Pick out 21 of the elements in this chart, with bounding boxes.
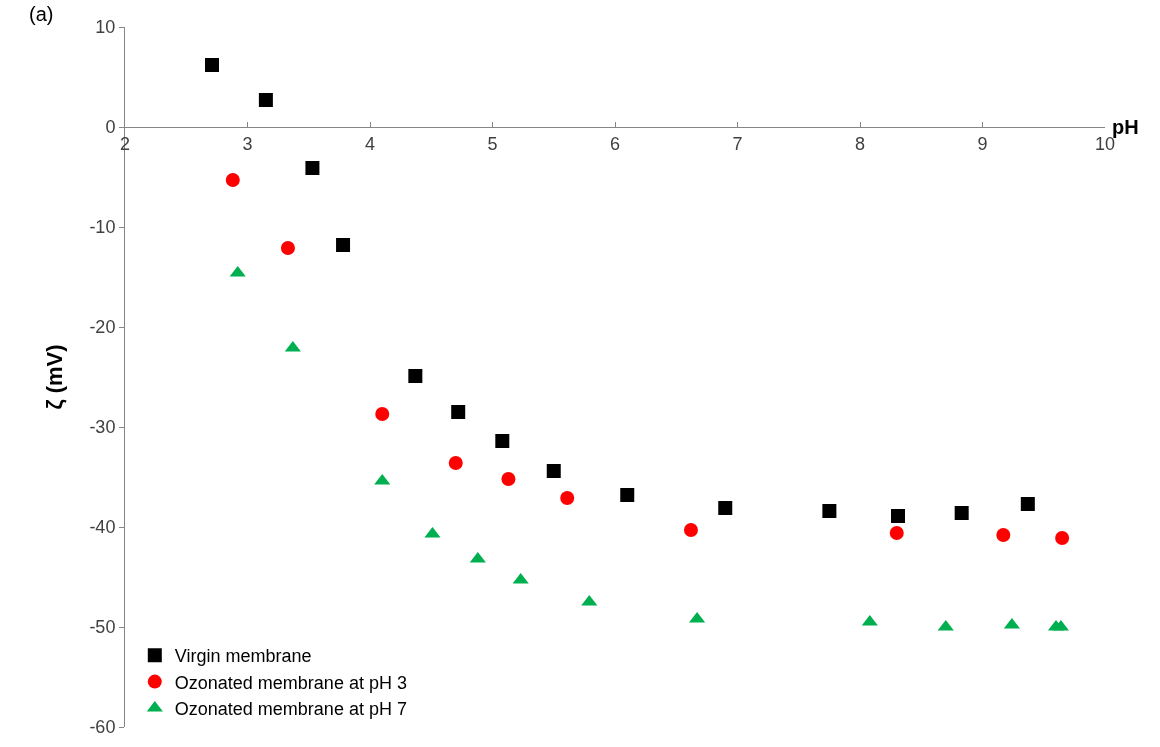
- x-tick-label: 7: [732, 133, 743, 154]
- x-tick-label: 5: [487, 133, 498, 154]
- text: (a): [29, 3, 54, 25]
- y-tick-label: -20: [89, 317, 116, 338]
- y-tick-label: -60: [89, 717, 116, 738]
- y-tick-label: 10: [95, 17, 116, 38]
- y-tick-label: 0: [105, 117, 116, 138]
- legend-label: Virgin membrane: [174, 646, 312, 667]
- x-tick-label: 6: [609, 133, 621, 154]
- x-tick-label: 4: [364, 133, 376, 154]
- y-tick-label: -30: [89, 417, 116, 438]
- y-tick-label: -40: [89, 517, 116, 538]
- y-tick-label: -10: [89, 217, 116, 238]
- x-tick-label: 8: [854, 133, 866, 154]
- legend-label: Ozonated membrane at pH 3: [174, 672, 407, 693]
- x-tick-label: 9: [977, 133, 988, 154]
- legend-label: Ozonated membrane at pH 7: [174, 699, 407, 720]
- y-axis-title: ζ (mV): [42, 344, 68, 410]
- y-tick-label: -50: [89, 617, 116, 638]
- x-tick-label: 3: [242, 133, 253, 154]
- x-axis-title: pH: [1112, 116, 1139, 138]
